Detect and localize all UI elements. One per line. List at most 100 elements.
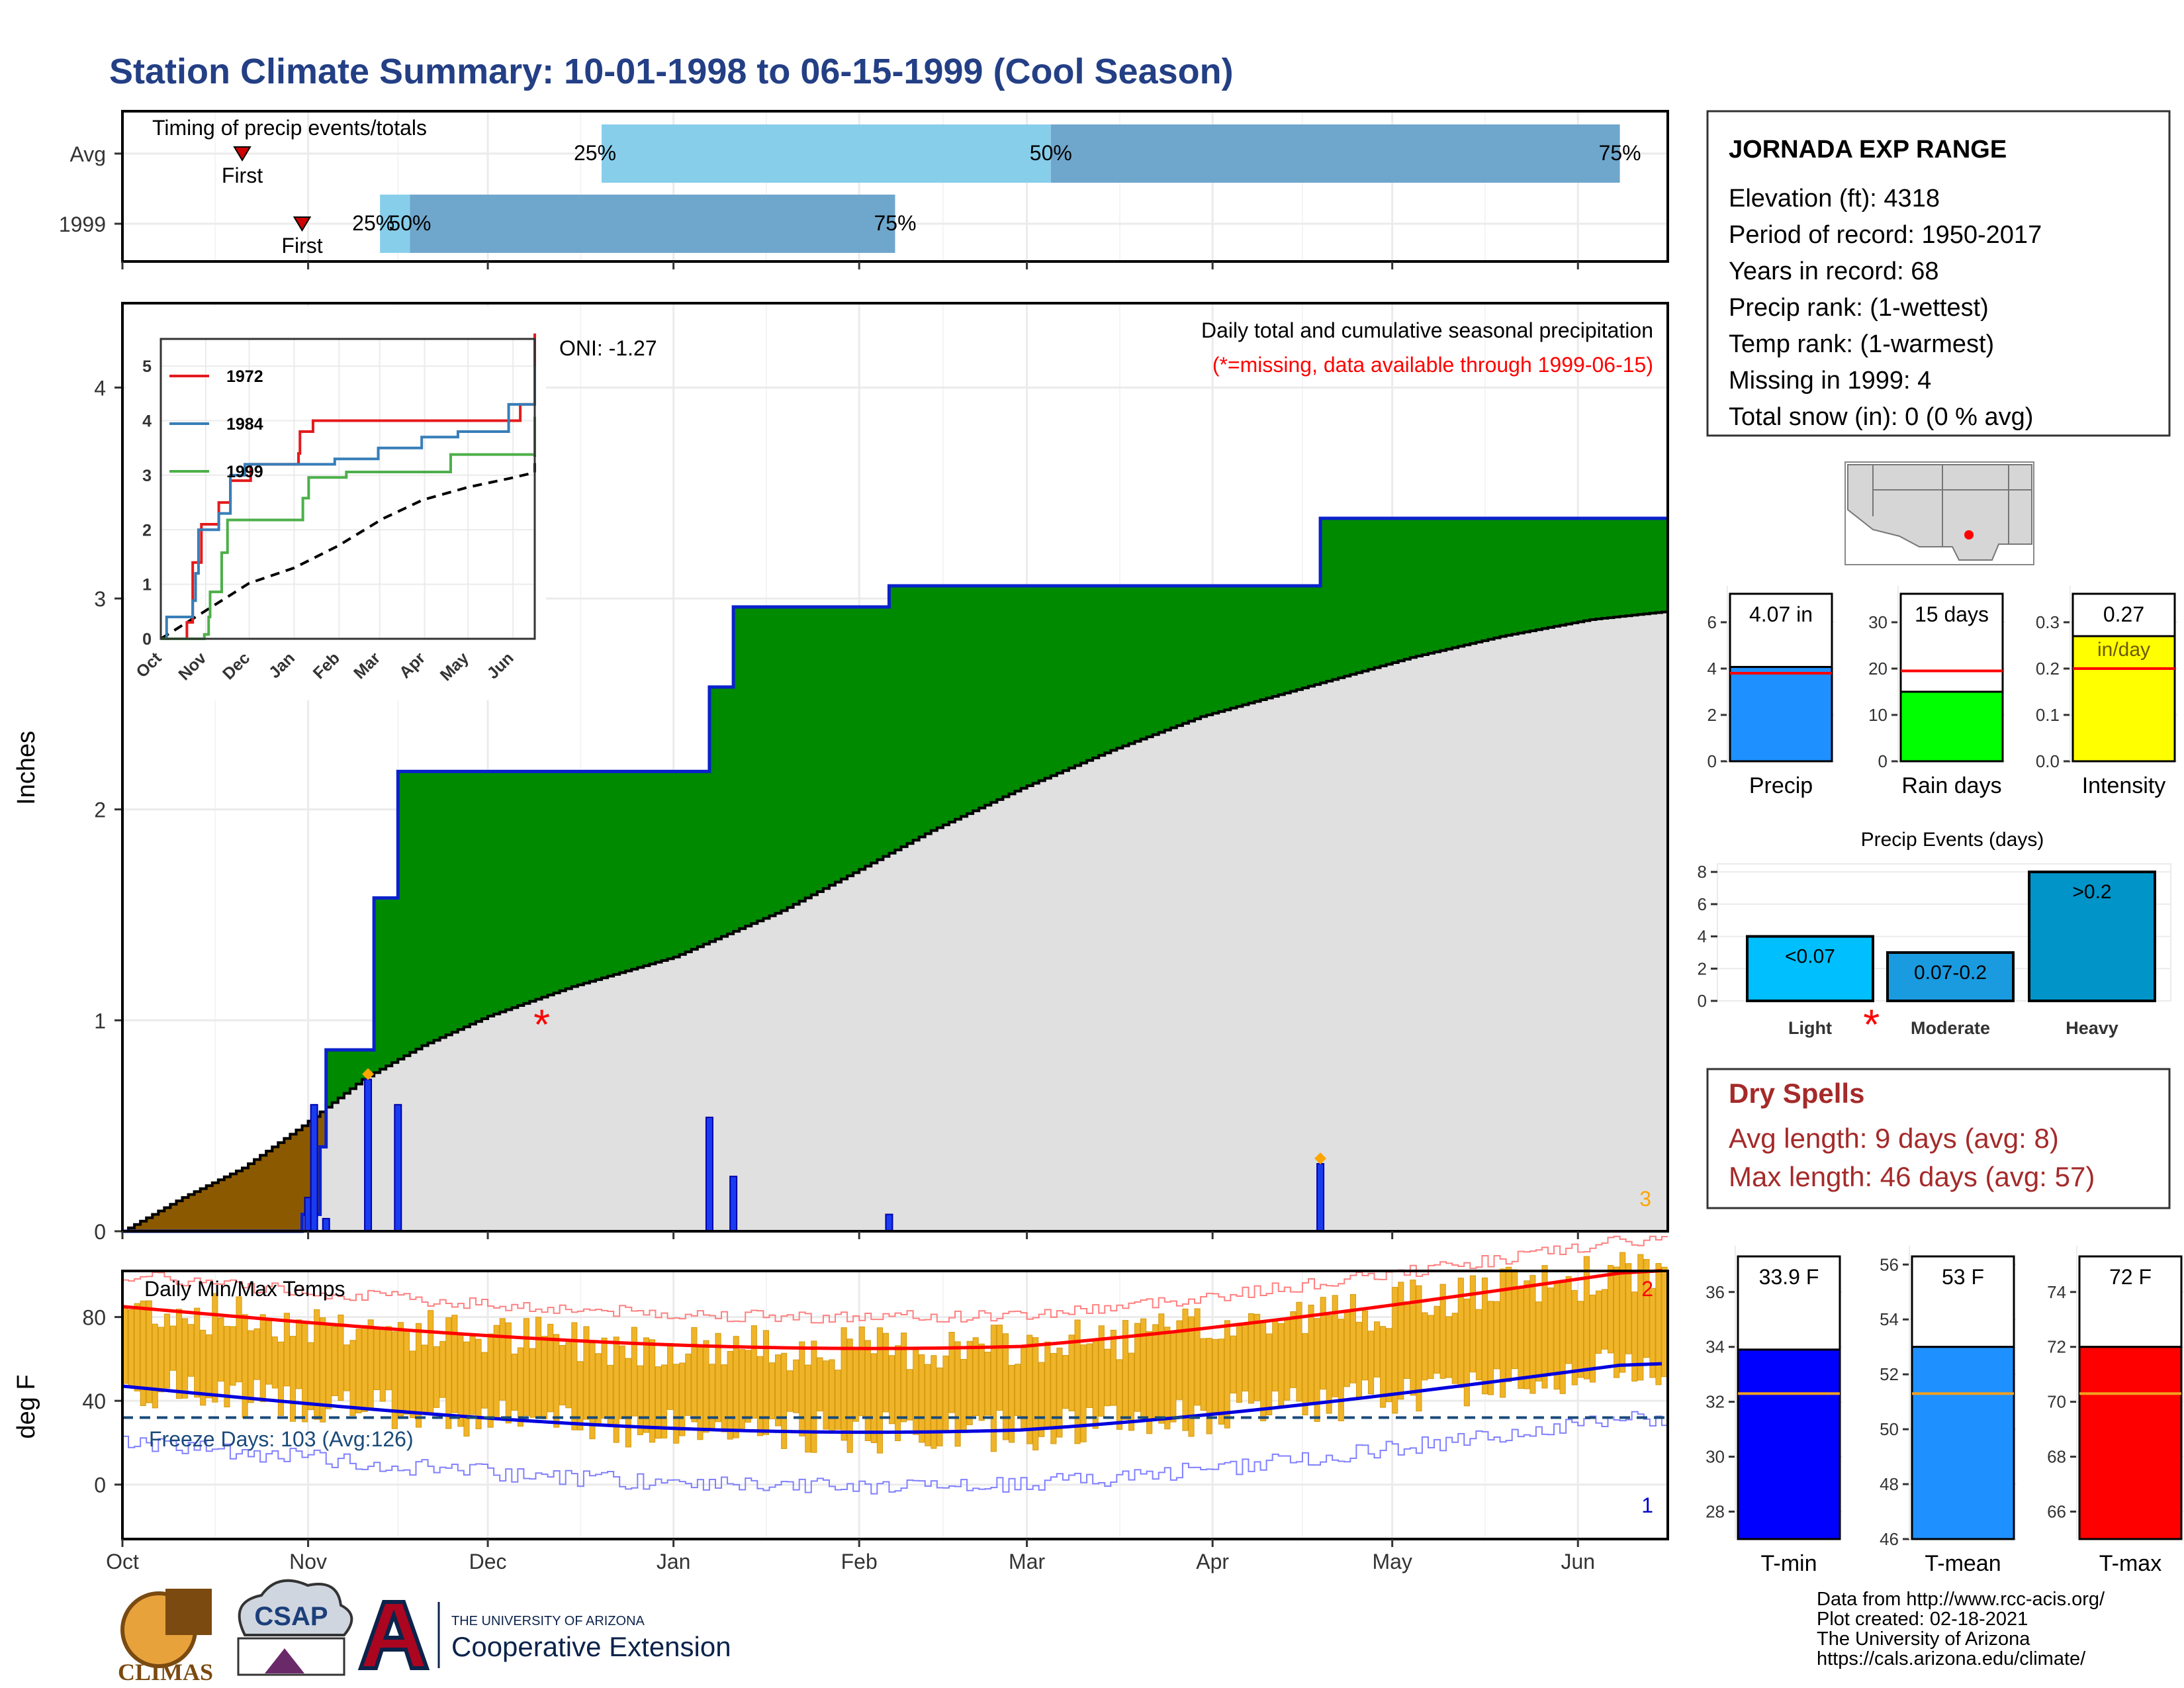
inset-background [126, 306, 546, 700]
timing-bar-50-75 [410, 195, 895, 253]
events-y-tick-label: 0 [1698, 991, 1707, 1011]
daily-precip-bar [1316, 1163, 1325, 1233]
timing-p50-label: 50% [388, 211, 431, 235]
events-x-label: Light [1788, 1018, 1832, 1038]
summary-y-tick-label: 46 [1880, 1529, 1899, 1549]
summary-value-bar [2078, 1346, 2183, 1540]
summary-y-tick-label: 68 [2047, 1447, 2066, 1467]
timing-bar-25-50 [380, 195, 410, 253]
x-tick-label: Nov [289, 1550, 327, 1573]
precip-y-tick-label: 1 [94, 1009, 106, 1033]
summary-value-box [1899, 592, 2004, 693]
summary-value-box [1911, 1255, 2015, 1348]
summary-x-label: T-mean [1925, 1551, 2001, 1576]
summary-y-tick-label: 50 [1880, 1419, 1899, 1439]
record-low-line [122, 1411, 1668, 1495]
daily-precip-bar [364, 1078, 373, 1232]
summary-value-bar [1729, 666, 1833, 763]
record-day-marker [362, 1068, 375, 1080]
summary-y-tick-label: 66 [2047, 1502, 2066, 1522]
cumulative-precip-line [122, 516, 1668, 1233]
timing-p50-label: 50% [1030, 141, 1072, 165]
timing-row-label: 1999 [59, 212, 106, 236]
csap-logo-text: CSAP [254, 1602, 328, 1631]
summary-y-tick-label: 74 [2047, 1282, 2066, 1302]
timing-p75-label: 75% [1599, 141, 1641, 165]
events-x-label: Moderate [1911, 1018, 1990, 1038]
precip-y-tick-label: 2 [94, 798, 106, 822]
inset-y-tick-label: 0 [142, 630, 152, 649]
station-info-line: Missing in 1999: 4 [1729, 367, 1931, 395]
summary-y-tick-label: 72 [2047, 1337, 2066, 1357]
dry-spells-line: Avg length: 9 days (avg: 8) [1729, 1123, 2059, 1154]
summary-y-tick-label: 0 [1707, 751, 1717, 771]
ua-small-text: THE UNIVERSITY OF ARIZONA [451, 1614, 645, 1628]
station-info-box: JORNADA EXP RANGE Elevation (ft): 4318 Per… [1706, 110, 2171, 437]
summary-unit-label: in/day [2097, 639, 2150, 661]
summary-value-label: 53 F [1942, 1265, 1984, 1289]
precip-border [121, 302, 1669, 1233]
summary-value-bar [1899, 690, 2004, 763]
average-cumulative-area [122, 611, 1668, 1231]
timing-p25-label: 25% [574, 141, 616, 165]
timing-title: Timing of precip events/totals [152, 116, 427, 140]
summary-y-tick-label: 30 [1706, 1447, 1725, 1467]
summary-y-tick-label: 30 [1868, 612, 1888, 632]
precip-y-tick-label: 4 [94, 376, 106, 400]
station-location-dot [1964, 530, 1974, 539]
inset-y-tick-label: 2 [142, 521, 152, 539]
summary-y-tick-label: 10 [1868, 705, 1888, 725]
station-info-line: Period of record: 1950-2017 [1729, 221, 2042, 249]
timing-p25-label: 25% [352, 211, 394, 235]
temps-corner-bottom: 1 [1641, 1493, 1653, 1517]
avg-tmax-line [122, 1269, 1662, 1350]
x-tick-label: Mar [1009, 1550, 1045, 1573]
temps-border [121, 1270, 1669, 1540]
station-box-border [1706, 110, 2171, 437]
summary-x-label: T-min [1761, 1551, 1817, 1576]
inset-series-line [161, 366, 536, 640]
summary-value-label: 33.9 F [1759, 1265, 1819, 1289]
summary-value-label: 4.07 in [1749, 602, 1813, 626]
precip-y-tick-label: 3 [94, 587, 106, 611]
events-bar [1886, 951, 2015, 1002]
inset-plot-border [159, 338, 536, 640]
timing-bar-25-50 [602, 124, 1051, 183]
ua-a-logo [357, 1600, 430, 1670]
dry-spells-line: Max length: 46 days (avg: 57) [1729, 1161, 2095, 1192]
summary-y-tick-label: 54 [1880, 1309, 1899, 1329]
daily-precip-bar [885, 1213, 893, 1232]
timing-first-marker [293, 216, 312, 232]
summary-y-tick-label: 34 [1706, 1337, 1725, 1357]
timing-bar-50-75 [1050, 124, 1620, 183]
credit-line: Plot created: 02-18-2021 [1817, 1609, 2028, 1630]
station-info-line: Elevation (ft): 4318 [1729, 185, 1940, 212]
map-borders [1872, 465, 2032, 547]
logos: CLIMAS CSAP THE UNIVERSITY OF ARIZONA Coope… [118, 1579, 731, 1685]
climas-logo-block [165, 1589, 212, 1635]
credit-line: Data from http://www.rcc-acis.org/ [1817, 1589, 2105, 1610]
summary-y-tick-label: 0.1 [2036, 705, 2060, 725]
daily-precip-bar [310, 1103, 318, 1233]
summary-y-tick-label: 2 [1707, 705, 1717, 725]
timing-first-label: First [281, 234, 322, 258]
temps-y-tick-label: 40 [82, 1389, 106, 1413]
summary-y-tick-label: 6 [1707, 612, 1717, 632]
oni-label: ONI: -1.27 [559, 336, 657, 360]
daily-precip-bar [729, 1176, 738, 1232]
average-cumulative-line [122, 610, 1669, 1233]
events-y-tick-label: 2 [1698, 959, 1707, 978]
summary-x-label: Rain days [1901, 773, 2001, 798]
freeze-note: Freeze Days: 103 (Avg:126) [149, 1427, 414, 1451]
credit-line: The University of Arizona [1817, 1628, 2030, 1650]
summary-value-bar [1737, 1348, 1841, 1540]
locator-map [1844, 461, 2034, 565]
temps-y-tick-label: 80 [82, 1306, 106, 1330]
summary-y-tick-label: 70 [2047, 1392, 2066, 1412]
temp-summary-bars: 28 30 32 34 36 33.9 F T-min 46 48 50 52 54 56 53 F T-m… [1706, 1246, 2184, 1576]
daily-precip-bar [394, 1103, 402, 1233]
summary-value-label: 15 days [1915, 602, 1989, 626]
